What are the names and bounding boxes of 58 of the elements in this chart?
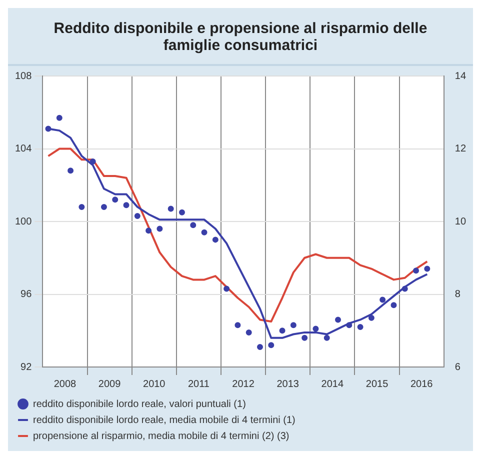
point [324, 334, 330, 341]
x-tick-label: 2012 [232, 378, 255, 390]
point [268, 342, 274, 348]
point [201, 229, 208, 236]
point [78, 204, 85, 210]
y-tick-label: 92 [20, 362, 32, 373]
y-tick-label: 100 [14, 216, 32, 228]
y2-tick-label: 8 [454, 289, 461, 300]
point [234, 322, 241, 328]
point [134, 213, 140, 220]
y2-tick-label: 10 [454, 216, 466, 228]
y2-tick-label: 12 [454, 144, 466, 154]
point [256, 344, 263, 350]
legend-label: reddito disponibile lordo reale, media mobile di 4 termini (1) [33, 414, 296, 426]
point [224, 286, 230, 292]
y-tick-label: 96 [20, 289, 32, 300]
point [100, 204, 107, 210]
chart-title: Reddito disponibile e propensione al risparmio delle famiglie consumatrici [8, 8, 473, 66]
x-tick-label: 2008 [54, 378, 77, 390]
point [290, 322, 296, 328]
point [156, 226, 163, 232]
point [302, 334, 308, 341]
x-tick-label: 2014 [321, 378, 344, 390]
point [168, 206, 174, 212]
point [335, 316, 342, 323]
point [146, 228, 152, 234]
point [402, 286, 408, 292]
point [178, 209, 185, 216]
point [112, 196, 118, 203]
point [212, 236, 218, 243]
point [279, 328, 286, 334]
point [390, 302, 397, 308]
point [246, 329, 252, 336]
x-tick-label: 2011 [188, 378, 210, 390]
point [346, 322, 352, 328]
point [45, 126, 52, 132]
y2-tick-label: 6 [454, 362, 461, 373]
x-tick-label: 2010 [143, 378, 166, 390]
point [90, 158, 96, 164]
point [190, 222, 196, 228]
x-tick-label: 2016 [410, 378, 434, 390]
point [368, 314, 374, 321]
legend-label: reddito disponibile lordo reale, valori puntuali (1) [33, 398, 246, 410]
point [56, 114, 62, 121]
point [413, 268, 420, 274]
x-tick-label: 2009 [98, 378, 122, 390]
x-tick-label: 2015 [366, 378, 389, 390]
y-tick-label: 108 [14, 70, 32, 82]
point [380, 296, 386, 303]
point [357, 324, 364, 330]
point [68, 168, 74, 174]
point [312, 326, 319, 332]
point [123, 202, 130, 208]
point [424, 266, 430, 272]
y2-tick-label: 14 [454, 70, 466, 82]
legend-label: propensione al risparmio, media mobile di 4 termini (2) (3) [33, 430, 290, 442]
x-tick-label: 2013 [276, 378, 300, 390]
y-tick-label: 104 [14, 144, 32, 154]
